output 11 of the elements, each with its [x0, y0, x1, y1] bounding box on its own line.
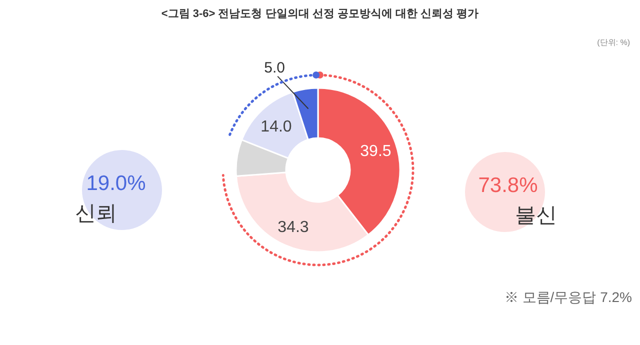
text: 신뢰: [75, 202, 117, 225]
data-label: 5.0: [264, 59, 286, 76]
data-label: 39.5: [360, 143, 392, 160]
text: 19.0%: [86, 172, 146, 195]
data-label: 14.0: [260, 118, 292, 136]
text: 73.8%: [478, 174, 538, 197]
chart-title: <그림 3-6> 전남도청 단일의대 선정 공모방식에 대한 신뢰성 평가: [161, 8, 479, 20]
text: 불신: [515, 204, 557, 227]
text: ※ 모름/무응답 7.2%: [504, 289, 632, 305]
data-label: 34.3: [278, 218, 309, 236]
text: (단위: %): [597, 38, 630, 47]
